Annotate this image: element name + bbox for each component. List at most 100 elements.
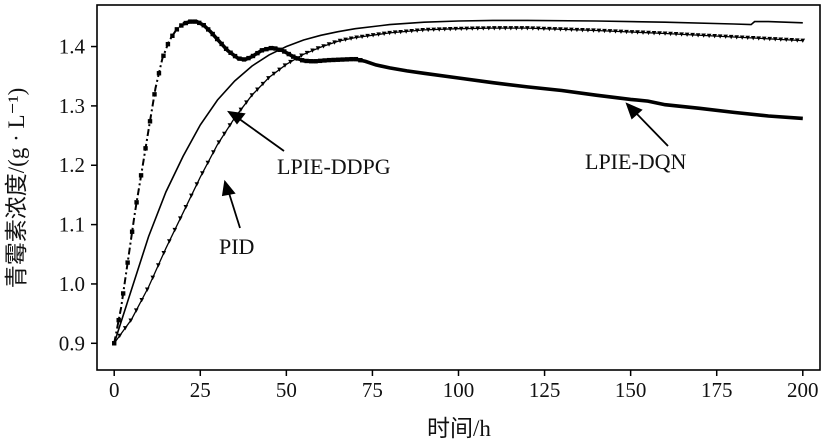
pid-marker [420, 28, 425, 33]
dqn-marker [237, 56, 242, 61]
dqn-marker [219, 41, 224, 47]
arrow-ddpg-head [227, 110, 246, 125]
pid-marker [288, 59, 293, 65]
pid-marker [321, 44, 326, 49]
dqn-marker [268, 45, 274, 51]
pid-marker [447, 27, 453, 32]
pid-marker [161, 250, 167, 256]
pid-marker [563, 27, 569, 32]
dqn-marker [138, 173, 144, 178]
pid-marker [750, 36, 756, 41]
pid-marker [629, 30, 635, 35]
pid-marker [205, 160, 211, 166]
pid-marker [458, 26, 464, 31]
pid-marker [789, 38, 795, 43]
annotation-arrows [221, 102, 669, 229]
y-tick-label: 0.9 [59, 331, 85, 355]
x-tick-label: 150 [615, 378, 647, 402]
pid-marker [519, 26, 525, 31]
pid-marker [728, 34, 734, 40]
dqn-marker [340, 57, 345, 62]
dqn-marker [304, 58, 309, 64]
pid-marker [167, 239, 172, 244]
pid-marker [690, 32, 695, 38]
arrow-dqn-head [625, 102, 643, 120]
pid-marker [337, 38, 343, 44]
x-tick-label: 100 [443, 378, 475, 402]
dqn-marker [250, 53, 256, 59]
pid-marker [271, 71, 277, 77]
series-line-lpie-ddpg [113, 19, 803, 344]
dqn-marker [349, 56, 354, 62]
pid-marker [222, 131, 227, 137]
pid-marker [238, 107, 244, 112]
pid-marker [139, 297, 145, 303]
pid-marker [155, 263, 161, 268]
pid-marker [425, 27, 431, 33]
pid-marker [398, 29, 403, 35]
pid-marker [326, 42, 332, 47]
pid-marker [684, 32, 690, 37]
pid-marker [646, 30, 651, 36]
series-layer [113, 19, 803, 344]
pid-marker [403, 29, 409, 34]
pid-marker [558, 27, 563, 32]
pid-marker [734, 35, 739, 40]
pid-marker [475, 26, 481, 31]
dqn-marker [161, 53, 166, 58]
annotation-lpie-dqn: LPIE-DQN [585, 149, 687, 174]
pid-marker [480, 26, 486, 31]
pid-marker [183, 205, 189, 210]
pid-marker [640, 30, 646, 35]
dqn-marker [353, 56, 359, 62]
dqn-marker [223, 46, 229, 52]
pid-marker [431, 27, 437, 32]
pid-marker [453, 26, 459, 32]
x-tick-label: 175 [701, 378, 733, 402]
dqn-marker [313, 59, 318, 64]
pid-marker [574, 27, 580, 33]
pid-marker [370, 33, 376, 38]
arrow-ddpg-shaft [237, 117, 285, 152]
y-axis-title: 青霉素浓度/(g · L⁻¹) [4, 88, 29, 288]
pid-marker [508, 26, 514, 31]
pid-marker [244, 100, 249, 105]
pid-marker [668, 31, 673, 37]
pid-marker [266, 76, 271, 81]
dqn-marker [134, 200, 139, 205]
pid-marker [260, 81, 266, 87]
dqn-marker [152, 92, 157, 97]
dqn-marker [291, 54, 296, 59]
pid-marker [150, 275, 156, 280]
pid-marker [255, 87, 260, 92]
pid-marker [359, 34, 365, 39]
arrow-pid-head [221, 179, 236, 197]
pid-marker [679, 32, 684, 37]
dqn-marker [299, 58, 305, 63]
dqn-marker [232, 53, 238, 59]
pid-marker [657, 31, 662, 36]
pid-marker [277, 67, 282, 72]
pid-marker [492, 26, 497, 31]
pid-marker [315, 46, 321, 51]
pid-marker [133, 308, 139, 313]
pid-marker [591, 28, 596, 33]
pid-marker [304, 50, 310, 56]
y-tick-label: 1.2 [59, 153, 85, 177]
dqn-marker [255, 50, 260, 56]
pid-marker [497, 26, 503, 31]
pid-marker [189, 193, 194, 198]
dqn-marker [326, 57, 332, 63]
dqn-marker [179, 23, 184, 28]
dqn-marker [174, 27, 180, 32]
pid-marker [530, 26, 536, 31]
pid-marker [607, 29, 613, 34]
pid-marker [200, 171, 205, 176]
pid-marker [569, 27, 574, 32]
y-tick-label: 1.4 [59, 35, 86, 59]
pid-marker [618, 29, 624, 34]
pid-marker [178, 216, 183, 221]
arrow-dqn-shaft [634, 111, 669, 147]
dqn-marker [165, 41, 171, 47]
arrow-pid-shaft [228, 192, 241, 229]
